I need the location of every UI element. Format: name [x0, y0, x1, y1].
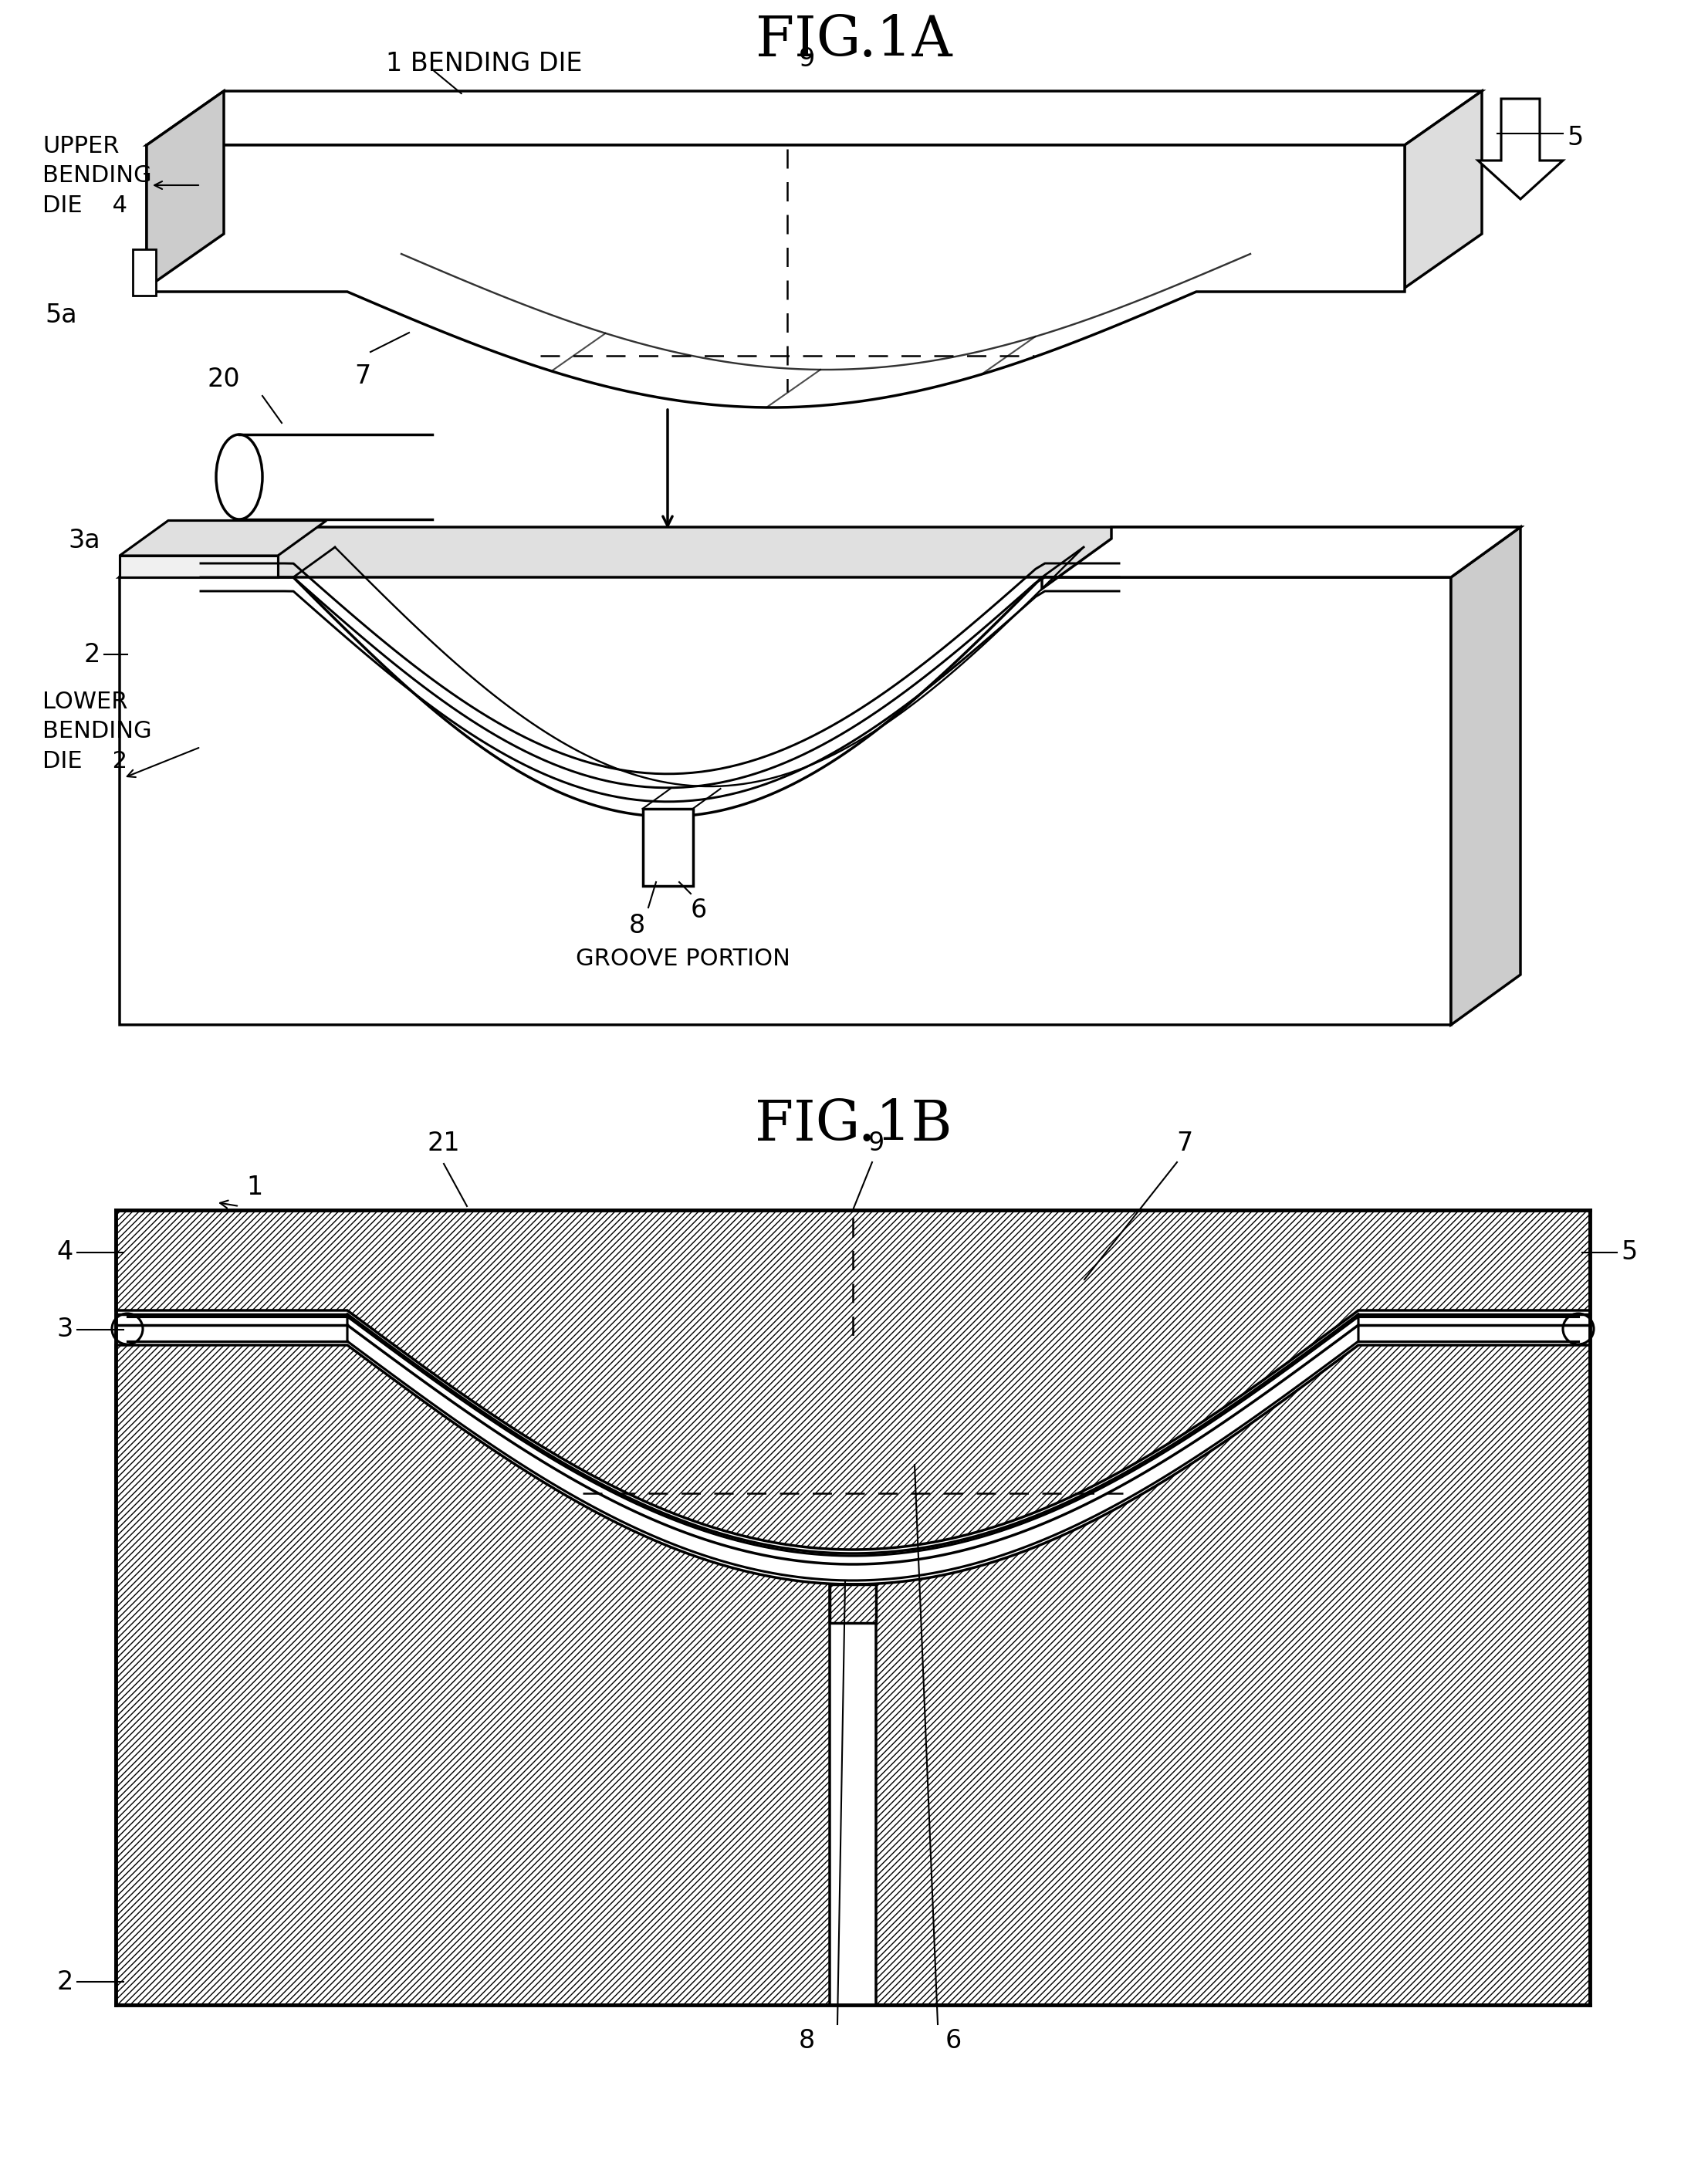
Text: 8: 8 [629, 912, 646, 938]
Polygon shape [120, 520, 326, 555]
Text: GROOVE PORTION: GROOVE PORTION [576, 947, 791, 971]
Polygon shape [147, 91, 224, 288]
Polygon shape [116, 1346, 1590, 2004]
Polygon shape [147, 91, 1483, 145]
Polygon shape [1452, 527, 1520, 1025]
Text: 7: 7 [355, 364, 371, 390]
Text: 5: 5 [1566, 126, 1583, 150]
Polygon shape [133, 249, 155, 295]
Circle shape [113, 1313, 143, 1344]
Polygon shape [830, 1584, 876, 1623]
Text: 9: 9 [868, 1131, 885, 1155]
Text: 5a: 5a [44, 301, 77, 327]
Polygon shape [120, 576, 1452, 1025]
Text: 7: 7 [1177, 1131, 1192, 1155]
Text: 6: 6 [690, 897, 707, 923]
Polygon shape [1404, 91, 1483, 288]
Text: 4: 4 [56, 1240, 73, 1266]
Text: LOWER
BENDING
DIE    2: LOWER BENDING DIE 2 [43, 691, 152, 771]
Text: 2: 2 [56, 1970, 73, 1994]
Text: FIG.1A: FIG.1A [755, 13, 951, 67]
Polygon shape [116, 1209, 1590, 1549]
Ellipse shape [217, 433, 263, 520]
Text: 3: 3 [56, 1318, 73, 1341]
Text: 6: 6 [945, 2028, 962, 2054]
Polygon shape [1477, 100, 1563, 199]
Text: 5: 5 [1621, 1240, 1638, 1266]
Polygon shape [642, 808, 693, 886]
Text: 2: 2 [84, 641, 101, 667]
Text: UPPER
BENDING
DIE    4: UPPER BENDING DIE 4 [43, 134, 152, 217]
Text: 9: 9 [799, 46, 815, 72]
Text: 3a: 3a [68, 527, 101, 553]
Polygon shape [120, 555, 278, 576]
Text: 20: 20 [207, 366, 241, 392]
Text: FIG.1B: FIG.1B [755, 1099, 953, 1153]
Text: 1: 1 [246, 1175, 263, 1201]
Polygon shape [347, 1318, 1358, 1580]
Text: 21: 21 [427, 1131, 459, 1155]
Polygon shape [147, 145, 1404, 407]
Text: 1 BENDING DIE: 1 BENDING DIE [386, 52, 582, 76]
Text: 8: 8 [798, 2028, 815, 2054]
Polygon shape [120, 527, 1520, 576]
Circle shape [1563, 1313, 1594, 1344]
Polygon shape [1042, 527, 1520, 589]
